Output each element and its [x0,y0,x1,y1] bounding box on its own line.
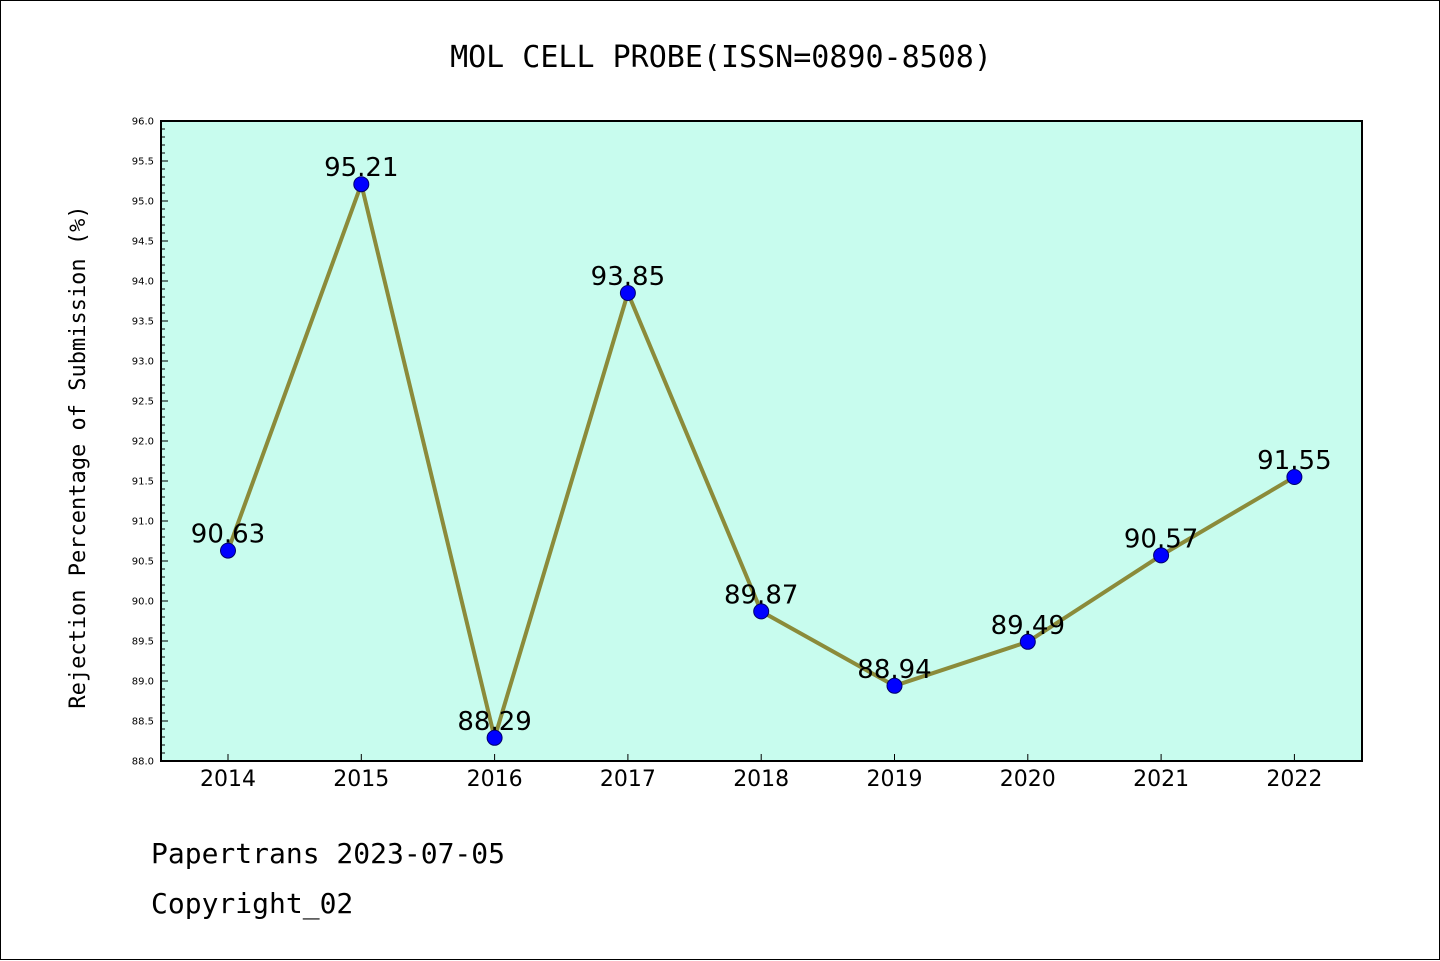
data-label: 95.21 [324,153,398,183]
axis-ticks: 88.0 88.5 89.0 89.5 90.0 90.5 91.0 91.5 92.0 92.5… [132,117,1323,793]
footer-date: Papertrans 2023-07-05 [151,837,506,870]
y-tick-label: 91.5 [132,477,154,488]
x-tick-label: 2022 [1266,767,1322,792]
data-point [1019,633,1036,650]
data-point [1153,547,1170,564]
x-tick-label: 2017 [600,767,656,792]
data-point [486,729,503,746]
y-tick-label: 95.5 [132,157,154,168]
y-tick-label: 89.5 [132,637,154,648]
y-tick-label: 92.5 [132,397,154,408]
x-tick-label: 2015 [333,767,389,792]
data-label: 89.87 [724,580,798,610]
data-point [753,603,770,620]
y-tick-label: 90.0 [132,597,154,608]
y-tick-label: 94.0 [132,277,154,288]
x-tick-label: 2021 [1133,767,1189,792]
x-tick-label: 2020 [1000,767,1056,792]
y-tick-label: 93.0 [132,357,154,368]
chart-title: MOL CELL PROBE(ISSN=0890-8508) [450,40,992,75]
y-tick-label: 92.0 [132,437,154,448]
series-layer [220,176,1303,746]
y-tick-label: 90.5 [132,557,154,568]
data-label: 89.49 [991,611,1065,641]
y-tick-label: 96.0 [132,117,154,128]
y-tick-label: 95.0 [132,197,154,208]
data-point [353,176,370,193]
data-label: 93.85 [591,262,665,292]
y-tick-label: 93.5 [132,317,154,328]
y-tick-label: 88.0 [132,757,154,768]
y-tick-label: 91.0 [132,517,154,528]
footer-copyright: Copyright_02 [151,887,354,920]
plot-border [160,120,1363,762]
data-label: 90.63 [191,520,265,550]
data-label: 88.29 [457,707,531,737]
y-tick-label: 88.5 [132,717,154,728]
data-labels: 90.63 95.21 88.29 93.85 89.87 88.94 89.49 90.57… [191,153,1332,737]
data-point [1286,469,1303,485]
x-tick-label: 2016 [467,767,523,792]
data-label: 90.57 [1124,524,1198,554]
plot-area [161,121,1362,761]
y-axis-label: Rejection Percentage of Submission (%) [66,205,91,708]
data-point [886,677,903,694]
x-tick-label: 2018 [733,767,789,792]
data-label: 91.55 [1257,446,1331,476]
data-label: 88.94 [857,655,931,685]
data-point [619,285,636,301]
y-tick-label: 94.5 [132,237,154,248]
y-tick-label: 89.0 [132,677,154,688]
x-tick-label: 2014 [200,767,256,792]
data-point [220,542,236,559]
x-tick-label: 2019 [867,767,923,792]
